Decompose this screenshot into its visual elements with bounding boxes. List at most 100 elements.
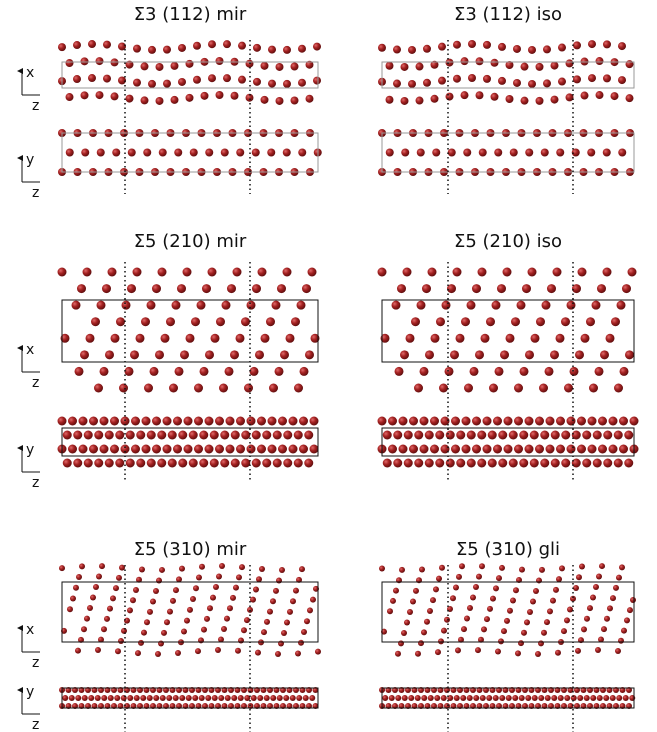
atom bbox=[510, 149, 518, 157]
atom bbox=[199, 431, 208, 440]
atom bbox=[177, 284, 186, 293]
atom bbox=[413, 588, 419, 594]
atom bbox=[425, 431, 434, 440]
atom bbox=[186, 334, 195, 343]
atom bbox=[111, 334, 120, 343]
atom bbox=[493, 417, 502, 426]
atom bbox=[141, 630, 147, 636]
atom bbox=[541, 149, 549, 157]
atom bbox=[509, 431, 518, 440]
atom bbox=[167, 609, 173, 615]
atom bbox=[399, 445, 408, 454]
atom bbox=[278, 640, 284, 646]
atom bbox=[603, 74, 611, 82]
atom bbox=[125, 367, 134, 376]
atom bbox=[119, 384, 128, 393]
atom bbox=[150, 367, 159, 376]
atom bbox=[473, 584, 479, 590]
atom bbox=[261, 334, 270, 343]
atom bbox=[252, 149, 260, 157]
atom bbox=[511, 317, 520, 326]
atom bbox=[63, 431, 72, 440]
atom bbox=[460, 695, 466, 701]
atom bbox=[88, 74, 96, 82]
atom bbox=[507, 608, 513, 614]
atom bbox=[202, 284, 211, 293]
atom bbox=[544, 619, 550, 625]
atom bbox=[468, 40, 476, 48]
atom bbox=[416, 63, 424, 71]
atom bbox=[133, 587, 139, 593]
atom bbox=[404, 619, 410, 625]
axis-label: y bbox=[26, 442, 34, 458]
atom bbox=[84, 459, 93, 468]
atom bbox=[582, 431, 591, 440]
atom bbox=[67, 606, 73, 612]
atom bbox=[461, 626, 467, 632]
axis-label: z bbox=[32, 98, 39, 114]
atom bbox=[252, 431, 261, 440]
atom bbox=[127, 607, 133, 613]
atom bbox=[134, 695, 140, 701]
atom bbox=[618, 149, 626, 157]
atom bbox=[115, 648, 121, 654]
atom bbox=[75, 367, 84, 376]
atom bbox=[506, 334, 515, 343]
atom bbox=[520, 367, 529, 376]
atom bbox=[491, 93, 499, 101]
atom bbox=[266, 317, 275, 326]
atom bbox=[223, 40, 231, 48]
atom bbox=[600, 350, 609, 359]
atom bbox=[144, 384, 153, 393]
atom bbox=[113, 585, 119, 591]
atom bbox=[211, 334, 220, 343]
atom bbox=[96, 57, 104, 65]
atom bbox=[438, 77, 446, 85]
atom bbox=[95, 695, 101, 701]
atom bbox=[509, 459, 518, 468]
atom bbox=[171, 96, 179, 104]
atom bbox=[528, 268, 537, 277]
atom bbox=[195, 648, 201, 654]
atom bbox=[91, 317, 100, 326]
atom bbox=[253, 586, 259, 592]
atom bbox=[400, 350, 409, 359]
atom bbox=[453, 268, 462, 277]
atom bbox=[597, 284, 606, 293]
atom bbox=[163, 417, 172, 426]
atom bbox=[512, 695, 518, 701]
atom bbox=[536, 63, 544, 71]
atom bbox=[604, 616, 610, 622]
atom bbox=[197, 301, 206, 310]
atom bbox=[395, 367, 404, 376]
atom bbox=[173, 417, 182, 426]
atom bbox=[476, 57, 484, 65]
atom bbox=[213, 584, 219, 590]
atom bbox=[423, 79, 431, 87]
atom bbox=[156, 63, 164, 71]
atom bbox=[517, 301, 526, 310]
atom bbox=[68, 417, 77, 426]
atom bbox=[230, 595, 236, 601]
atom bbox=[262, 459, 271, 468]
atom bbox=[186, 695, 192, 701]
atom bbox=[546, 417, 555, 426]
atom bbox=[309, 695, 315, 701]
atom bbox=[110, 595, 116, 601]
atom bbox=[81, 626, 87, 632]
atom bbox=[193, 42, 201, 50]
atom bbox=[609, 445, 618, 454]
atom bbox=[408, 46, 416, 54]
atom bbox=[620, 367, 629, 376]
atom bbox=[315, 649, 321, 655]
atom bbox=[280, 350, 289, 359]
atom bbox=[436, 576, 442, 582]
atom bbox=[160, 695, 166, 701]
axis-label: z bbox=[32, 185, 39, 201]
atom bbox=[607, 605, 613, 611]
atom bbox=[441, 628, 447, 634]
atom bbox=[547, 608, 553, 614]
atom bbox=[58, 417, 67, 426]
atom bbox=[256, 576, 262, 582]
atom bbox=[584, 616, 590, 622]
